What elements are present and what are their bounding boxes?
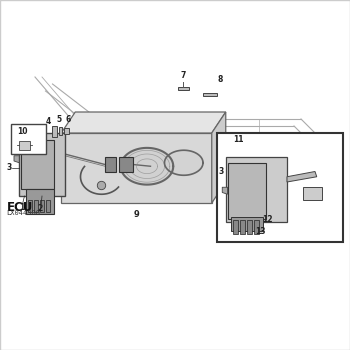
Text: 3: 3 <box>6 163 11 173</box>
Text: 11: 11 <box>233 135 243 144</box>
Bar <box>247 220 252 234</box>
Bar <box>240 220 245 234</box>
Polygon shape <box>64 128 69 134</box>
Polygon shape <box>26 189 54 213</box>
Polygon shape <box>303 187 322 199</box>
Polygon shape <box>14 156 19 163</box>
Text: 5: 5 <box>57 115 62 124</box>
Text: 8: 8 <box>217 75 222 84</box>
Circle shape <box>97 181 106 190</box>
Polygon shape <box>164 150 203 175</box>
Polygon shape <box>61 112 226 133</box>
Bar <box>40 199 44 212</box>
Bar <box>10 124 46 154</box>
Polygon shape <box>287 140 322 196</box>
Bar <box>28 199 32 212</box>
Text: 10: 10 <box>18 127 28 136</box>
Text: 9: 9 <box>134 210 139 219</box>
Polygon shape <box>178 87 189 90</box>
Polygon shape <box>21 140 54 189</box>
Polygon shape <box>226 158 287 222</box>
Polygon shape <box>287 172 317 182</box>
Polygon shape <box>61 133 212 203</box>
Polygon shape <box>231 217 262 231</box>
Text: 12: 12 <box>262 215 273 224</box>
Bar <box>34 199 38 212</box>
Text: 6: 6 <box>66 115 71 124</box>
Polygon shape <box>59 127 62 135</box>
Text: ECU: ECU <box>7 201 33 214</box>
Polygon shape <box>19 133 65 196</box>
Polygon shape <box>119 158 133 172</box>
Text: 1: 1 <box>19 203 24 212</box>
Bar <box>233 220 238 234</box>
Text: 2: 2 <box>38 204 43 213</box>
Text: LX044380: LX044380 <box>6 210 40 216</box>
Bar <box>254 220 259 234</box>
Text: 4: 4 <box>46 117 51 126</box>
Polygon shape <box>182 140 287 168</box>
Polygon shape <box>19 141 30 150</box>
Polygon shape <box>52 126 57 136</box>
Text: 7: 7 <box>180 71 186 80</box>
Polygon shape <box>222 187 228 194</box>
Bar <box>217 133 343 242</box>
Text: 13: 13 <box>256 227 266 236</box>
Polygon shape <box>105 158 116 172</box>
Polygon shape <box>212 112 226 203</box>
Text: 3: 3 <box>219 167 224 176</box>
Polygon shape <box>121 148 173 184</box>
Bar <box>46 199 50 212</box>
Polygon shape <box>203 93 217 96</box>
Polygon shape <box>228 163 266 219</box>
